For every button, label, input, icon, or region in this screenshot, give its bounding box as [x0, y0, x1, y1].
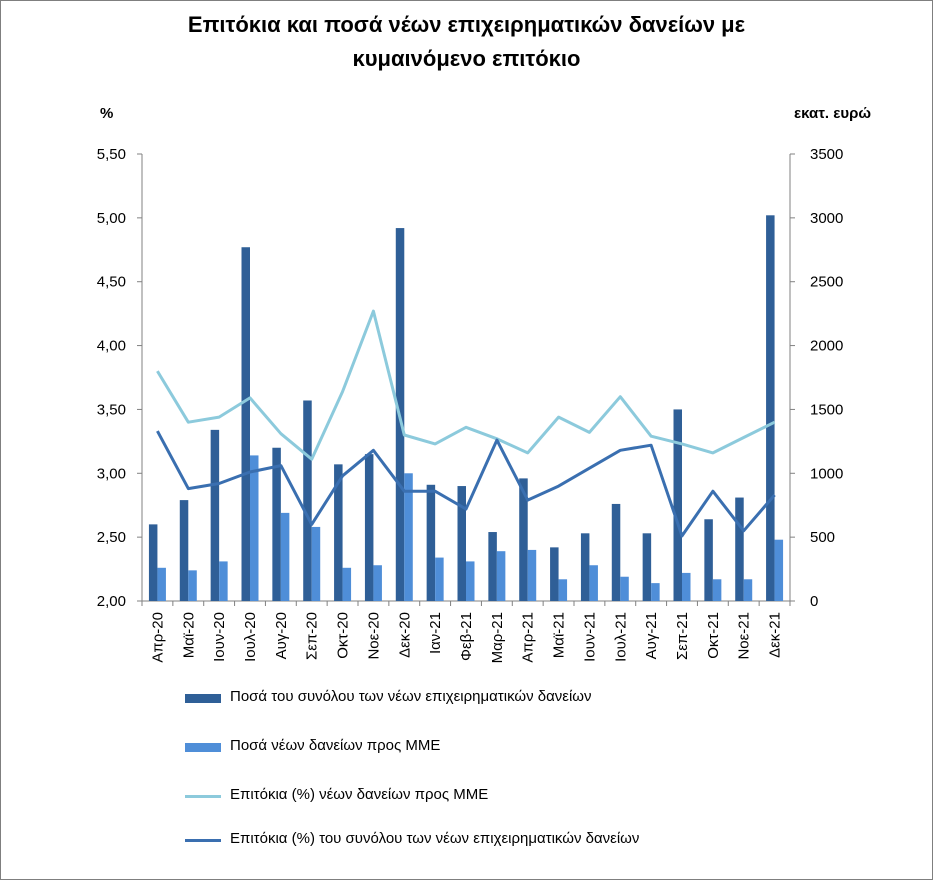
chart-title-line2: κυμαινόμενο επιτόκιο	[352, 46, 581, 71]
legend-label-total-amount: Ποσά του συνόλου των νέων επιχειρηματικώ…	[230, 688, 592, 705]
legend-swatch-total-rate	[185, 839, 221, 842]
bar-sme-amount	[342, 567, 352, 601]
bar-total-amount	[210, 429, 220, 601]
bar-sme-amount	[404, 473, 413, 601]
left-tick-label: 4,00	[97, 338, 126, 355]
bar-total-amount	[611, 503, 621, 601]
bar-sme-amount	[280, 512, 290, 601]
left-tick-label: 5,00	[97, 210, 126, 227]
x-tick-label: Οκτ-20	[335, 612, 352, 659]
x-tick-label: Ιουλ-20	[242, 612, 259, 662]
bar-total-amount	[488, 532, 497, 601]
legend-swatch-total-amount	[185, 694, 221, 703]
bar-total-amount	[519, 478, 528, 601]
chart-title: Επιτόκια και ποσά νέων επιχειρηματικών δ…	[0, 8, 933, 76]
bar-sme-amount	[373, 565, 382, 601]
x-tick-label: Ιαν-21	[427, 612, 444, 654]
bar-total-amount	[735, 497, 744, 601]
left-tick-label: 3,50	[97, 401, 126, 418]
right-axis-unit: εκατ. ευρώ	[794, 105, 872, 122]
legend-swatch-sme-rate	[185, 795, 221, 798]
right-tick-label: 2500	[810, 274, 843, 291]
x-tick-label: Δεκ-21	[767, 612, 784, 658]
bar-total-amount	[704, 519, 713, 601]
bar-total-amount	[272, 447, 281, 601]
right-tick-label: 2000	[810, 338, 843, 355]
right-tick-label: 3500	[810, 146, 843, 163]
bar-sme-amount	[496, 551, 506, 601]
x-tick-label: Φεβ-21	[458, 612, 475, 661]
bar-total-amount	[364, 454, 374, 601]
x-tick-label: Ιουν-21	[581, 612, 598, 662]
x-tick-label: Μαϊ-21	[551, 612, 568, 658]
right-tick-label: 3000	[810, 210, 843, 227]
line-sme-rate	[156, 309, 776, 461]
legend-label-total-rate: Επιτόκια (%) του συνόλου των νέων επιχει…	[230, 830, 640, 847]
x-tick-label: Αυγ-21	[643, 612, 660, 659]
x-tick-label: Δεκ-20	[396, 612, 413, 658]
bar-total-amount	[148, 524, 158, 601]
left-axis-unit: %	[100, 105, 114, 122]
bar-total-amount	[766, 215, 775, 601]
chart-title-line1: Επιτόκια και ποσά νέων επιχειρηματικών δ…	[187, 12, 746, 37]
right-tick-label: 500	[810, 529, 835, 546]
bar-sme-amount	[466, 561, 475, 601]
bar-total-amount	[334, 464, 343, 601]
right-tick-label: 0	[810, 593, 818, 610]
x-tick-label: Ιουν-20	[211, 612, 228, 662]
bar-sme-amount	[589, 565, 598, 601]
bar-sme-amount	[558, 579, 568, 601]
x-tick-label: Απρ-20	[149, 612, 166, 663]
x-tick-label: Ιουλ-21	[612, 612, 629, 662]
x-tick-label: Νοε-20	[365, 612, 382, 660]
right-tick-label: 1000	[810, 465, 843, 482]
legend-label-sme-amount: Ποσά νέων δανείων προς ΜΜΕ	[230, 737, 441, 754]
bar-total-amount	[673, 409, 682, 601]
bar-sme-amount	[651, 583, 660, 601]
bar-sme-amount	[157, 567, 166, 601]
bar-sme-amount	[712, 579, 722, 601]
bar-sme-amount	[435, 557, 444, 601]
left-tick-label: 3,00	[97, 465, 126, 482]
legend-swatch-sme-amount	[185, 743, 221, 752]
left-tick-label: 5,50	[97, 146, 126, 163]
x-tick-label: Αυγ-20	[273, 612, 290, 659]
line-total-rate	[156, 430, 776, 538]
bar-sme-amount	[188, 570, 197, 601]
bar-total-amount	[426, 484, 436, 601]
bar-total-amount	[241, 247, 250, 601]
x-tick-label: Νοε-21	[736, 612, 753, 660]
bar-sme-amount	[743, 579, 753, 601]
bar-sme-amount	[774, 539, 784, 601]
bar-total-amount	[550, 547, 559, 601]
bar-sme-amount	[682, 572, 691, 601]
bar-total-amount	[179, 500, 189, 601]
x-tick-label: Σεπ-20	[304, 612, 321, 660]
bar-total-amount	[580, 533, 590, 601]
left-tick-label: 4,50	[97, 274, 126, 291]
legend-label-sme-rate: Επιτόκια (%) νέων δανείων προς ΜΜΕ	[230, 786, 489, 803]
bar-total-amount	[303, 400, 312, 601]
x-tick-label: Οκτ-21	[705, 612, 722, 659]
x-tick-label: Σεπ-21	[674, 612, 691, 660]
x-tick-label: Μαρ-21	[489, 612, 506, 663]
bar-sme-amount	[620, 576, 629, 601]
left-tick-label: 2,00	[97, 593, 126, 610]
left-tick-label: 2,50	[97, 529, 126, 546]
bar-sme-amount	[219, 561, 228, 601]
bar-sme-amount	[527, 549, 537, 601]
bar-sme-amount	[311, 526, 321, 601]
x-tick-label: Μαϊ-20	[180, 612, 197, 658]
bar-total-amount	[642, 533, 652, 601]
bar-sme-amount	[250, 455, 259, 601]
right-tick-label: 1500	[810, 401, 843, 418]
x-tick-label: Απρ-21	[520, 612, 537, 663]
bar-total-amount	[457, 486, 466, 601]
